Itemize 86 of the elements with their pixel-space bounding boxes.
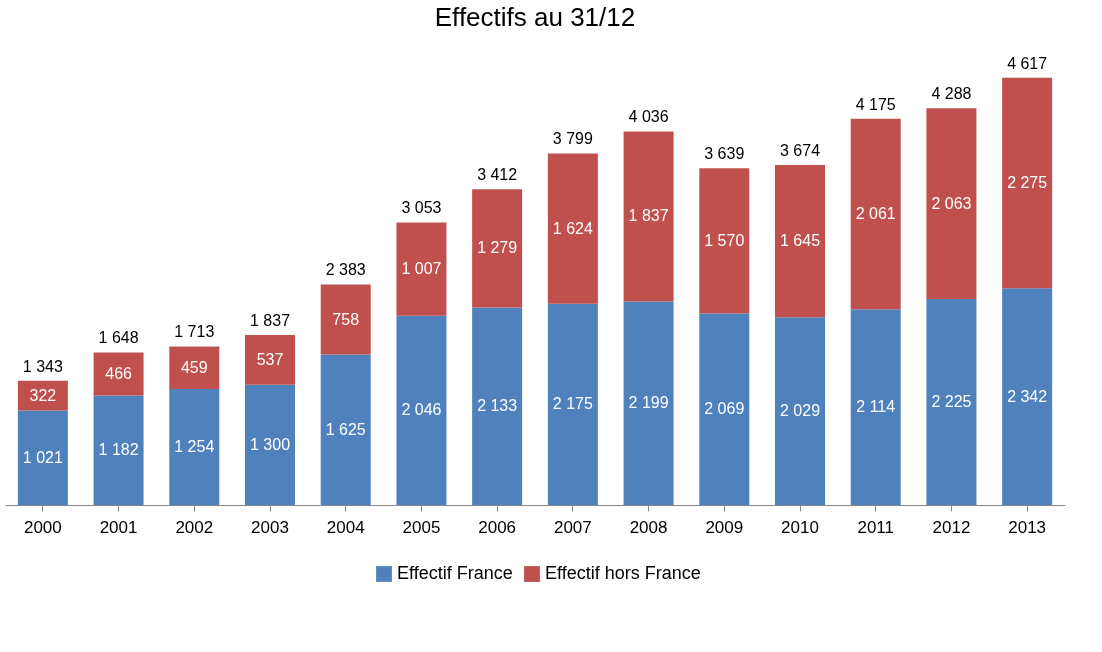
- data-label: 466: [105, 365, 133, 383]
- data-label: 2 175: [552, 395, 593, 413]
- total-label: 3 639: [704, 145, 745, 163]
- data-label: 1 182: [98, 441, 139, 459]
- x-tick-label: 2008: [629, 517, 668, 537]
- data-label: 459: [180, 358, 208, 376]
- bar: [623, 131, 674, 302]
- bar: [547, 153, 598, 304]
- bar: [472, 307, 523, 505]
- data-label: 1 007: [401, 260, 442, 278]
- bar: [1002, 77, 1053, 289]
- bar: [699, 313, 750, 505]
- bar: [547, 303, 598, 505]
- x-tick-label: 2012: [932, 517, 971, 537]
- bar: [169, 346, 220, 389]
- data-label: 758: [332, 310, 360, 328]
- bar: [17, 410, 68, 505]
- bar: [320, 354, 371, 505]
- x-tick-label: 2011: [857, 517, 894, 537]
- data-label: 1 625: [325, 420, 366, 438]
- legend-label: Effectif France: [397, 563, 513, 583]
- bar: [245, 384, 295, 505]
- total-label: 1 648: [98, 329, 139, 347]
- bar: [472, 189, 523, 308]
- data-label: 1 021: [22, 448, 63, 466]
- x-tick-label: 2000: [23, 517, 62, 537]
- x-tick-label: 2009: [705, 517, 744, 537]
- data-label: 2 275: [1007, 174, 1048, 191]
- data-label: 2 029: [779, 402, 821, 420]
- bar: [623, 301, 674, 505]
- total-label: 1 713: [174, 323, 215, 341]
- bar: [850, 118, 901, 310]
- bar: [775, 317, 825, 505]
- data-label: 1 624: [552, 219, 593, 237]
- total-label: 1 837: [249, 312, 291, 329]
- total-label: 1 343: [22, 357, 63, 375]
- total-label: 4 288: [931, 85, 972, 103]
- data-label: 2 046: [401, 401, 442, 419]
- x-tick-label: 2002: [175, 517, 214, 537]
- x-tick-label: 2004: [326, 517, 365, 537]
- total-label: 3 799: [552, 130, 593, 148]
- bar: [93, 395, 144, 505]
- data-label: 1 837: [628, 207, 669, 225]
- total-label: 4 175: [855, 95, 896, 113]
- chart-title: Effectifs au 31/12: [434, 2, 636, 32]
- data-label: 322: [29, 386, 57, 404]
- data-label: 1 279: [477, 239, 518, 257]
- data-label: 2 342: [1007, 387, 1048, 405]
- data-label: 1 254: [174, 437, 215, 455]
- data-label: 2 061: [855, 205, 896, 222]
- x-tick-label: 2005: [402, 517, 441, 537]
- bar: [396, 222, 447, 316]
- bar: [850, 309, 901, 505]
- data-label: 2 069: [704, 400, 745, 418]
- x-tick-label: 2007: [553, 517, 592, 537]
- x-tick-label: 2013: [1008, 517, 1047, 537]
- x-tick-label: 2001: [99, 517, 138, 537]
- bar: [926, 299, 977, 505]
- bar: [93, 352, 144, 396]
- legend-label: Effectif hors France: [545, 563, 701, 583]
- total-label: 4 617: [1007, 54, 1048, 72]
- data-label: 2 225: [931, 393, 972, 411]
- total-label: 3 674: [779, 142, 821, 159]
- data-label: 1 645: [779, 232, 821, 250]
- data-label: 2 133: [477, 397, 518, 415]
- bar: [245, 335, 295, 385]
- bar: [699, 168, 750, 314]
- total-label: 4 036: [628, 108, 669, 126]
- bar: [320, 284, 371, 355]
- x-tick-label: 2010: [781, 517, 819, 537]
- data-label: 1 300: [249, 435, 291, 453]
- bar: [169, 388, 220, 505]
- data-label: 537: [256, 350, 284, 368]
- x-tick-label: 2006: [478, 517, 517, 537]
- data-label: 2 199: [628, 394, 669, 412]
- total-label: 3 053: [401, 199, 442, 217]
- total-label: 3 412: [477, 166, 518, 184]
- bar: [775, 165, 825, 318]
- bar: [396, 315, 447, 505]
- data-label: 2 063: [931, 194, 972, 212]
- x-tick-label: 2003: [251, 517, 289, 537]
- bar: [1002, 288, 1053, 505]
- total-label: 2 383: [325, 261, 366, 279]
- data-label: 2 114: [856, 398, 896, 416]
- bar: [926, 108, 977, 300]
- data-label: 1 570: [704, 231, 745, 249]
